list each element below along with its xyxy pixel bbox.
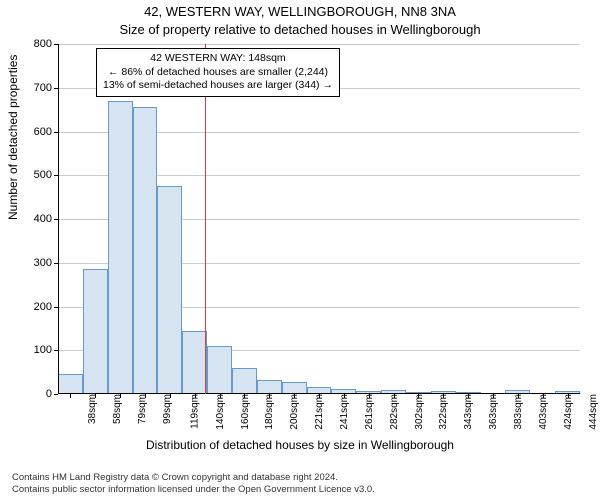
xtick-label: 261sqm — [362, 394, 375, 430]
xtick-mark — [369, 394, 370, 398]
annotation-box: 42 WESTERN WAY: 148sqm← 86% of detached … — [96, 48, 340, 97]
xtick-mark — [120, 394, 121, 398]
xtick-label: 180sqm — [262, 394, 275, 430]
xtick-mark — [145, 394, 146, 398]
xtick-mark — [418, 394, 419, 398]
xtick-label: 343sqm — [461, 394, 474, 430]
histogram-bar — [157, 186, 182, 394]
xtick-mark — [244, 394, 245, 398]
x-axis-label: Distribution of detached houses by size … — [0, 438, 600, 452]
xtick-mark — [344, 394, 345, 398]
xtick-label: 241sqm — [337, 394, 350, 430]
xtick-label: 38sqm — [85, 394, 98, 424]
xtick-mark — [493, 394, 494, 398]
ytick-label: 200 — [34, 301, 58, 313]
xtick-mark — [195, 394, 196, 398]
xtick-label: 221sqm — [312, 394, 325, 430]
chart-title-main: 42, WESTERN WAY, WELLINGBOROUGH, NN8 3NA — [0, 4, 600, 19]
xtick-label: 119sqm — [187, 394, 200, 429]
gridline — [58, 44, 580, 45]
ytick-label: 0 — [46, 388, 58, 400]
x-axis-line — [58, 393, 580, 394]
histogram-bar — [58, 374, 83, 394]
ytick-label: 600 — [34, 126, 58, 138]
attribution-line1: Contains HM Land Registry data © Crown c… — [12, 472, 375, 484]
xtick-mark — [269, 394, 270, 398]
plot-area: 010020030040050060070080038sqm58sqm79sqm… — [58, 44, 580, 394]
xtick-label: 282sqm — [386, 394, 399, 430]
xtick-label: 403sqm — [536, 394, 549, 430]
xtick-mark — [95, 394, 96, 398]
histogram-bar — [182, 331, 207, 394]
attribution-text: Contains HM Land Registry data © Crown c… — [12, 472, 375, 496]
xtick-label: 160sqm — [237, 394, 250, 430]
xtick-label: 424sqm — [560, 394, 573, 430]
ytick-label: 400 — [34, 213, 58, 225]
ytick-label: 700 — [34, 82, 58, 94]
xtick-label: 322sqm — [436, 394, 449, 430]
attribution-line2: Contains public sector information licen… — [12, 484, 375, 496]
histogram-bar — [257, 380, 282, 394]
chart-container: 42, WESTERN WAY, WELLINGBOROUGH, NN8 3NA… — [0, 0, 600, 500]
ytick-label: 800 — [34, 38, 58, 50]
xtick-label: 444sqm — [585, 394, 598, 430]
histogram-bar — [232, 368, 257, 394]
xtick-mark — [543, 394, 544, 398]
annotation-line3: 13% of semi-detached houses are larger (… — [103, 79, 333, 93]
xtick-label: 79sqm — [135, 394, 148, 424]
histogram-bar — [133, 107, 158, 394]
ytick-label: 100 — [34, 344, 58, 356]
xtick-label: 58sqm — [110, 394, 123, 424]
xtick-mark — [70, 394, 71, 398]
xtick-label: 383sqm — [511, 394, 524, 430]
xtick-mark — [319, 394, 320, 398]
xtick-mark — [170, 394, 171, 398]
y-axis-line — [58, 44, 59, 394]
xtick-mark — [443, 394, 444, 398]
histogram-bar — [83, 269, 108, 394]
chart-title-sub: Size of property relative to detached ho… — [0, 22, 600, 37]
xtick-mark — [568, 394, 569, 398]
histogram-bar — [207, 346, 232, 394]
y-axis-label: Number of detached properties — [6, 55, 20, 220]
xtick-mark — [518, 394, 519, 398]
xtick-mark — [468, 394, 469, 398]
xtick-label: 200sqm — [287, 394, 300, 430]
ytick-label: 300 — [34, 257, 58, 269]
ytick-label: 500 — [34, 169, 58, 181]
xtick-label: 302sqm — [411, 394, 424, 430]
xtick-label: 140sqm — [212, 394, 225, 430]
histogram-bar — [108, 101, 133, 394]
xtick-mark — [220, 394, 221, 398]
xtick-mark — [394, 394, 395, 398]
xtick-label: 363sqm — [486, 394, 499, 430]
xtick-mark — [294, 394, 295, 398]
annotation-line2: ← 86% of detached houses are smaller (2,… — [103, 66, 333, 80]
annotation-line1: 42 WESTERN WAY: 148sqm — [103, 52, 333, 66]
xtick-label: 99sqm — [160, 394, 173, 424]
